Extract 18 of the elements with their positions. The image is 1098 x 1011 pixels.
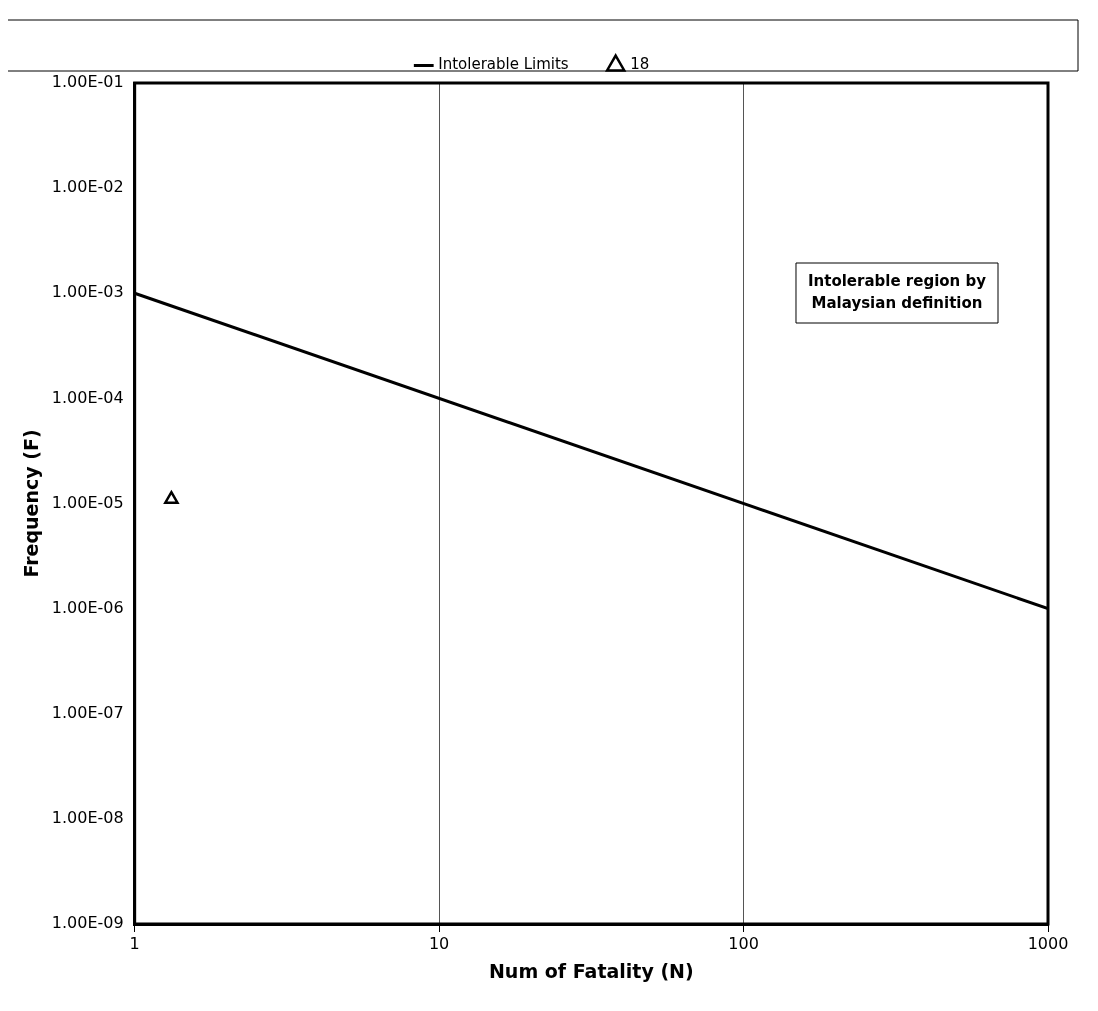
y-tick-label: 1.00E-09 <box>51 913 124 933</box>
x-tick-label: 1000 <box>1027 933 1069 953</box>
legend-label: Intolerable Limits <box>438 55 569 74</box>
legend-label: 18 <box>630 55 650 74</box>
y-tick-label: 1.00E-03 <box>51 282 124 302</box>
x-tick-label: 100 <box>728 933 759 953</box>
y-tick-label: 1.00E-07 <box>51 702 124 722</box>
x-axis-title: Num of Fatality (N) <box>488 959 694 982</box>
y-tick-label: 1.00E-05 <box>51 492 124 512</box>
x-tick-label: 1 <box>129 933 140 953</box>
y-tick-label: 1.00E-02 <box>51 177 124 197</box>
y-tick-label: 1.00E-06 <box>51 597 124 617</box>
y-tick-label: 1.00E-01 <box>51 72 124 92</box>
annotation: Intolerable region by Malaysian definition <box>807 271 987 312</box>
x-tick-label: 10 <box>428 933 450 953</box>
y-tick-label: 1.00E-08 <box>51 808 124 828</box>
y-axis-title: Frequency (F) <box>20 429 43 578</box>
y-tick-label: 1.00E-04 <box>51 387 124 407</box>
